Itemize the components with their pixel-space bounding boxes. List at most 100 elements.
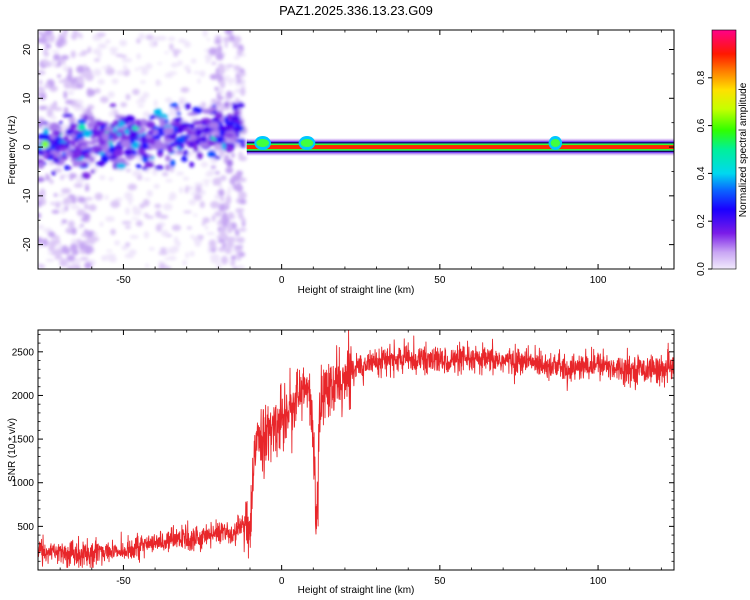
spectrogram-cell xyxy=(66,254,76,262)
spectrogram-cell xyxy=(197,78,201,84)
spectrogram-cell xyxy=(38,177,45,183)
spectrogram-cell xyxy=(157,35,167,41)
spectrogram-cell xyxy=(63,135,70,142)
spectrogram-cell xyxy=(50,116,57,121)
spectrogram-tone-bump-core xyxy=(300,139,314,148)
spectrogram-cell xyxy=(48,161,55,165)
spectrogram-cell xyxy=(169,43,174,50)
spectrogram-cell xyxy=(231,152,235,158)
spectrogram-cell xyxy=(238,177,247,183)
spectrogram-cell xyxy=(176,240,181,247)
spectrogram-cell xyxy=(173,117,183,123)
spectrogram-cell xyxy=(116,132,122,136)
spectrogram-cell xyxy=(208,121,220,129)
spectrogram-cell xyxy=(49,103,58,111)
spectrogram-cell xyxy=(150,128,155,134)
snr-y-axis-label: SNR (10 * v/v) xyxy=(7,418,18,482)
spectrogram-cell xyxy=(219,129,224,137)
spectrogram-cell xyxy=(176,171,185,176)
spectrogram-cell xyxy=(48,126,57,132)
spectrogram-cell xyxy=(217,239,226,244)
spectrogram-cell xyxy=(100,154,109,163)
spectrogram-cell xyxy=(112,162,118,170)
spectrogram-cell xyxy=(182,127,188,132)
spectrogram-cell xyxy=(113,109,119,116)
spectrogram-cell xyxy=(159,247,167,252)
colorbar-tick-label: 0.8 xyxy=(696,70,707,84)
spectrogram-cell xyxy=(60,206,66,215)
spectrogram-cell xyxy=(41,33,47,40)
spectrogram-cell xyxy=(149,39,156,48)
spectrogram-cell xyxy=(113,148,124,157)
spectrogram-cell xyxy=(141,166,148,171)
spectrogram-cell xyxy=(54,141,61,146)
spectrogram-cell xyxy=(240,87,246,97)
spectrogram-x-tick-label: 100 xyxy=(590,275,607,286)
spectrogram-cell xyxy=(48,33,56,43)
spectrogram-cell xyxy=(235,122,240,126)
spectrogram-cell xyxy=(38,212,42,219)
spectrogram-cell xyxy=(211,99,216,103)
spectrogram-cell xyxy=(185,185,190,189)
spectrogram-cell xyxy=(147,154,154,158)
spectrogram-cell xyxy=(111,78,119,85)
spectrogram-panel: -50 0 50 100 -20 -10 0 10 20 Height of straight… xyxy=(7,29,675,296)
spectrogram-cell xyxy=(236,138,246,144)
spectrogram-cell xyxy=(136,155,143,162)
spectrogram-cell xyxy=(77,196,87,203)
colorbar: 0.0 0.2 0.4 0.6 0.8 Normalized spectral ampl… xyxy=(696,29,749,276)
spectrogram-cell xyxy=(140,142,149,150)
spectrogram-cell xyxy=(224,30,233,35)
spectrogram-cell xyxy=(109,47,119,52)
spectrogram-cell xyxy=(129,234,139,239)
spectrogram-cell xyxy=(124,128,130,135)
spectrogram-cell xyxy=(47,251,52,255)
spectrogram-cell xyxy=(221,142,226,151)
spectrogram-cell xyxy=(127,183,137,191)
spectrogram-y-tick-label: 0 xyxy=(22,144,33,150)
spectrogram-cell xyxy=(110,51,117,55)
spectrogram-cell xyxy=(81,172,91,180)
snr-x-axis-label: Height of straight line (km) xyxy=(298,585,415,596)
spectrogram-cell xyxy=(87,141,97,145)
spectrogram-cell xyxy=(103,146,109,153)
spectrogram-cell xyxy=(93,68,102,77)
spectrogram-cell xyxy=(227,212,235,220)
spectrogram-cell xyxy=(63,90,68,99)
spectrogram-frame xyxy=(37,29,675,270)
spectrogram-tone-core xyxy=(246,145,674,150)
spectrogram-cell xyxy=(58,33,67,38)
spectrogram-cell xyxy=(210,201,220,209)
spectrogram-cell xyxy=(226,239,234,248)
spectrogram-cell xyxy=(206,232,215,236)
spectrogram-cell xyxy=(214,155,221,160)
spectrogram-cell xyxy=(38,37,44,43)
spectrogram-cell xyxy=(58,120,63,125)
spectrogram-cell xyxy=(207,150,217,158)
spectrogram-cell xyxy=(238,252,246,257)
spectrogram-cell xyxy=(53,53,61,61)
spectrogram-cell xyxy=(113,119,120,126)
spectrogram-cell xyxy=(143,231,150,239)
colorbar-tick-label: 0.0 xyxy=(696,262,707,276)
spectrogram-cell xyxy=(80,218,89,222)
spectrogram-cell xyxy=(214,86,219,91)
spectrogram-cell xyxy=(78,53,87,57)
spectrogram-cell xyxy=(80,223,84,228)
spectrogram-cell xyxy=(220,255,229,265)
spectrogram-cell xyxy=(136,163,142,170)
spectrogram-cell xyxy=(38,79,43,86)
spectrogram-cell xyxy=(190,123,195,131)
spectrogram-cell xyxy=(101,66,110,70)
spectrogram-cell xyxy=(145,34,154,40)
spectrogram-cell xyxy=(183,41,191,48)
spectrogram-cell xyxy=(62,151,67,157)
spectrogram-cell xyxy=(80,50,90,54)
spectrogram-cell xyxy=(148,115,154,120)
spectrogram-cell xyxy=(43,48,48,57)
spectrogram-cell xyxy=(80,233,88,237)
spectrogram-cell xyxy=(98,121,110,126)
spectrogram-cell xyxy=(152,168,158,176)
snr-y-tick-label: 1500 xyxy=(12,435,35,446)
spectrogram-cell xyxy=(219,231,228,240)
